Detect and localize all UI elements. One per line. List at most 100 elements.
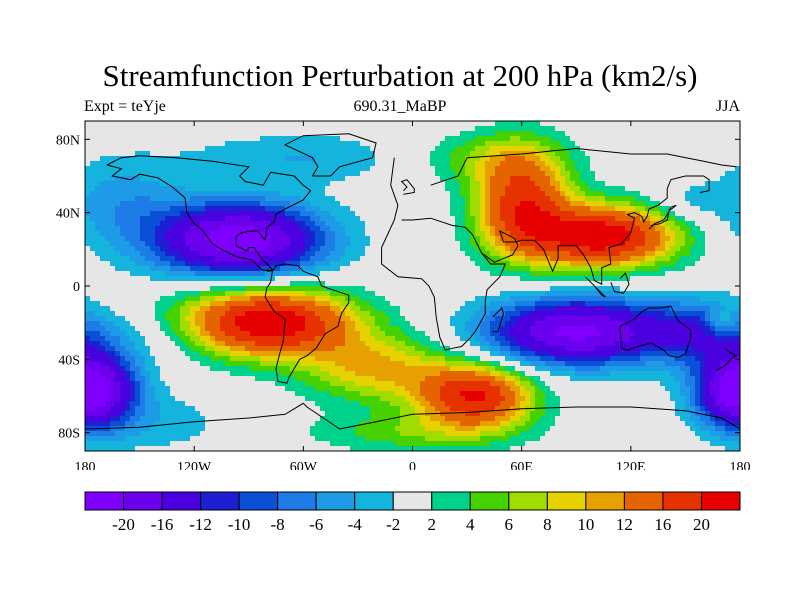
field-cell [120,356,126,362]
field-cell [355,326,371,332]
field-cell [85,256,101,262]
x-tick-label: 180 [75,460,96,470]
field-cell [630,271,666,277]
field-cell [130,351,141,357]
field-cell [705,351,740,357]
field-cell [195,406,321,412]
field-cell [85,371,101,377]
field-cell [135,446,351,451]
field-cell [235,321,306,327]
field-cell [490,371,501,377]
field-cell [290,236,306,242]
field-cell [680,226,691,232]
field-cell [685,371,691,377]
field-cell [495,166,541,172]
field-cell [225,311,246,317]
field-cell [500,196,551,202]
field-cell [690,226,701,232]
field-cell [185,341,196,347]
field-cell [310,426,356,432]
field-cell [655,251,666,257]
field-cell [650,216,661,222]
field-cell [500,331,511,337]
field-cell [230,356,261,362]
field-cell [485,161,501,167]
field-cell [700,326,711,332]
field-cell [465,396,486,402]
field-cell [405,331,426,337]
field-cell [85,351,106,357]
field-cell [665,231,676,237]
field-cell [625,321,696,327]
field-cell [590,161,740,167]
field-cell [140,251,156,257]
field-cell [715,211,740,217]
field-cell [140,381,146,387]
field-cell [325,326,346,332]
field-cell [285,246,306,252]
field-cell [130,366,141,372]
field-cell [380,396,406,402]
field-cell [500,341,511,347]
field-cell [315,296,331,302]
field-cell [95,346,106,352]
field-cell [145,391,156,397]
field-cell [475,371,491,377]
field-cell [485,141,541,147]
field-cell [160,256,176,262]
field-cell [515,206,541,212]
field-cell [535,381,546,387]
field-cell [520,311,531,317]
field-cell [535,406,546,412]
field-cell [295,376,321,382]
field-cell [375,376,426,382]
coastline [619,305,692,359]
field-cell [175,341,186,347]
field-cell [495,241,506,247]
field-cell [160,321,171,327]
field-cell [315,266,341,272]
field-cell [180,151,376,157]
colorbar-label: 20 [693,515,710,534]
field-cell [135,391,141,397]
field-cell [160,376,256,382]
field-cell [100,361,116,367]
field-cell [475,426,501,432]
field-cell [655,316,701,322]
field-cell [470,186,481,192]
field-cell [730,221,740,227]
field-cell [470,191,481,197]
field-cell [480,241,491,247]
field-cell [95,226,121,232]
field-cell [505,186,541,192]
field-cell [470,176,476,182]
contour-field [85,121,740,451]
field-cell [440,386,501,392]
colorbar-label: 8 [543,515,552,534]
field-cell [315,221,326,227]
field-cell [455,326,466,332]
field-cell [420,386,441,392]
field-cell [155,391,171,397]
field-cell [615,206,636,212]
field-cell [445,401,501,407]
field-cell [105,236,126,242]
field-cell [325,411,371,417]
field-cell [565,191,576,197]
field-cell [105,411,121,417]
field-cell [300,266,316,272]
field-cell [535,386,541,392]
field-cell [575,141,740,147]
field-cell [605,246,636,252]
field-cell [495,171,546,177]
field-cell [100,156,286,162]
field-cell [705,331,716,337]
field-cell [530,391,536,397]
field-cell [85,446,136,451]
field-cell [390,401,411,407]
field-cell [450,196,466,202]
field-cell [135,361,146,367]
field-cell [460,421,481,427]
field-cell [580,146,740,152]
field-cell [125,411,136,417]
